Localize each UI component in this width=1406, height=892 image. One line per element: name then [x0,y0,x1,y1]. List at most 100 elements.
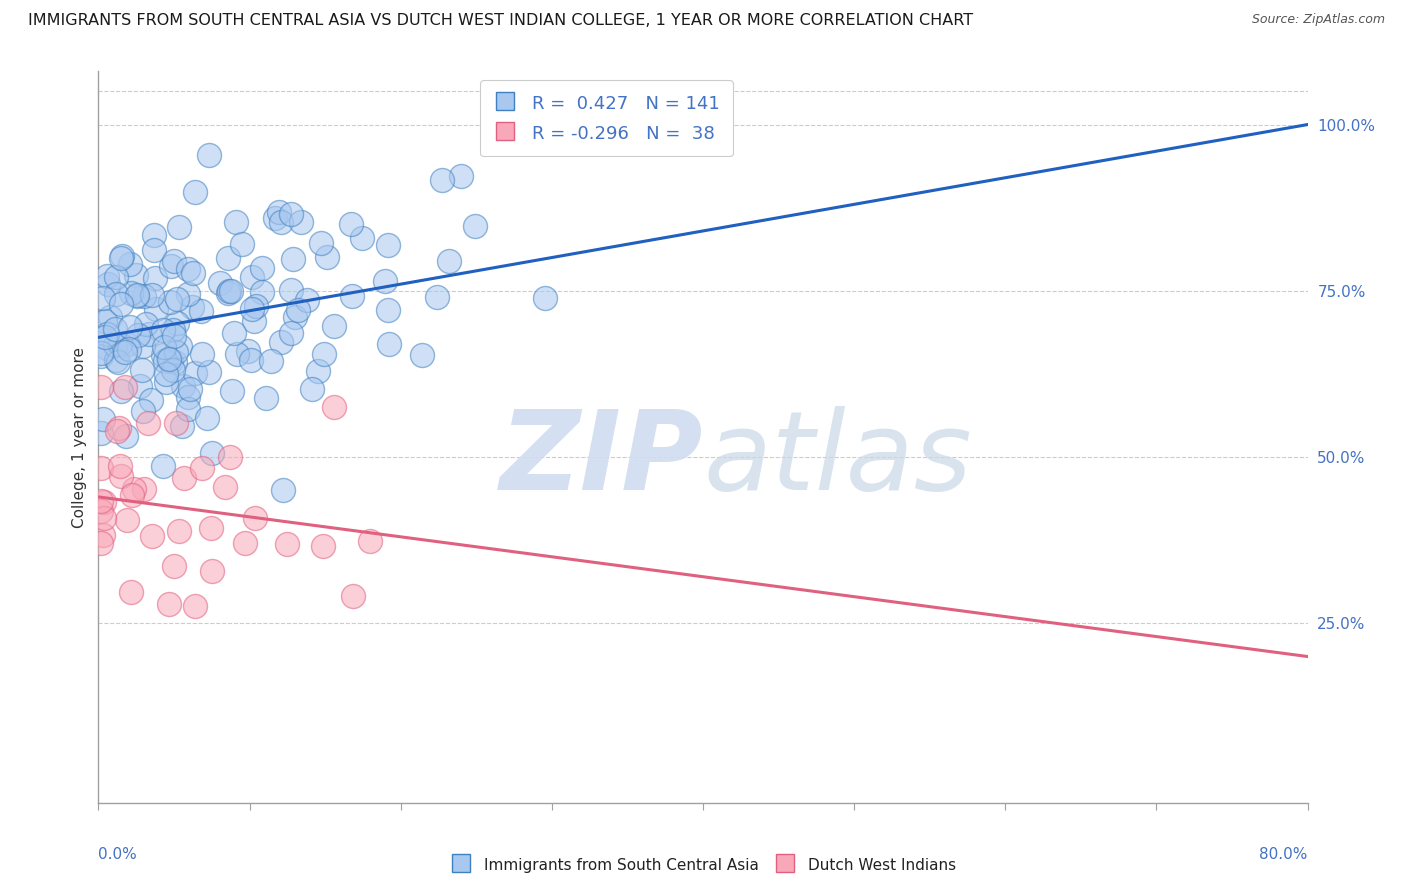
Point [107,355,129,369]
Point [181,300,204,314]
Point [155,376,177,390]
Point [340,289,363,303]
Point [139,393,162,408]
Point [132,404,155,418]
Point [162,328,184,343]
Point [280,207,302,221]
Point [183,366,205,380]
Point [152,348,174,362]
Point [142,228,165,243]
Legend: R =  0.427   N = 141, R = -0.296   N =  38: R = 0.427 N = 141, R = -0.296 N = 38 [479,80,733,156]
Point [143,244,166,258]
Point [90,345,112,359]
Point [214,479,236,493]
Point [243,510,266,524]
Point [172,379,194,393]
Point [201,564,224,578]
Point [295,293,318,307]
Point [167,524,190,538]
Point [190,304,212,318]
Point [143,271,166,285]
Point [218,284,240,298]
Point [276,537,298,551]
Point [309,235,332,250]
Point [181,266,204,280]
Point [492,120,515,135]
Point [219,284,242,298]
Point [104,353,127,368]
Point [209,276,232,290]
Text: 80.0%: 80.0% [1260,847,1308,862]
Point [224,326,246,340]
Point [132,289,155,303]
Point [173,470,195,484]
Point [145,302,167,317]
Text: 0.0%: 0.0% [98,847,138,862]
Point [236,344,259,359]
Point [162,254,184,268]
Point [411,348,433,362]
Point [217,286,239,301]
Point [307,364,329,378]
Point [172,419,194,434]
Text: ZIP: ZIP [499,406,703,513]
Point [110,469,132,483]
Point [153,353,176,368]
Point [250,261,273,276]
Point [152,323,174,337]
Point [91,291,114,305]
Point [378,336,401,351]
Point [90,493,112,508]
Point [267,204,290,219]
Point [94,314,117,328]
Point [128,379,150,393]
Text: IMMIGRANTS FROM SOUTH CENTRAL ASIA VS DUTCH WEST INDIAN COLLEGE, 1 YEAR OR MORE : IMMIGRANTS FROM SOUTH CENTRAL ASIA VS DU… [28,13,973,29]
Point [342,589,364,603]
Point [132,339,155,353]
Point [195,411,218,425]
Point [114,380,136,394]
Point [120,584,142,599]
Point [315,250,337,264]
Point [118,343,141,357]
Point [125,268,148,283]
Point [122,482,145,496]
Point [426,290,449,304]
Point [270,334,292,349]
Point [120,257,142,271]
Point [534,291,557,305]
Point [96,326,118,341]
Point [225,214,247,228]
Point [240,353,263,368]
Point [200,446,222,460]
Point [157,598,180,612]
Point [184,599,207,614]
Point [322,401,344,415]
Point [352,231,374,245]
Point [200,521,222,535]
Point [177,286,200,301]
Point [240,269,263,284]
Point [377,238,399,252]
Point [191,461,214,475]
Point [120,286,142,301]
Point [160,259,183,273]
Point [160,354,183,368]
Point [135,317,157,331]
Point [377,303,399,318]
Point [280,326,302,340]
Point [132,482,155,496]
Point [141,287,163,301]
Point [169,338,191,352]
Point [105,270,128,285]
Point [312,539,335,553]
Point [96,269,118,284]
Point [93,411,115,425]
Point [165,344,187,359]
Point [179,383,201,397]
Point [104,322,127,336]
Point [240,301,263,316]
Point [93,510,115,524]
Point [163,355,186,369]
Point [450,169,472,183]
